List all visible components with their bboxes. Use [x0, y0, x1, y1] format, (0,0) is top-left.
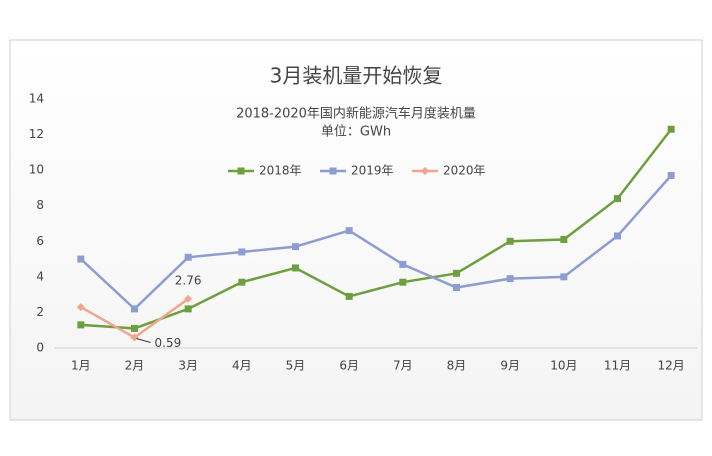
point [506, 275, 514, 283]
x-tick-label: 1月 [71, 359, 91, 373]
chart-frame [9, 39, 703, 421]
label-leader [136, 338, 151, 343]
x-tick-label: 9月 [500, 359, 520, 373]
point [506, 237, 514, 245]
point [184, 305, 192, 313]
point [345, 227, 353, 235]
point [614, 195, 621, 203]
y-tick-label: 4 [36, 269, 44, 283]
x-tick-label: 10月 [550, 359, 577, 373]
point [76, 303, 85, 312]
series-line [79, 174, 673, 311]
point [667, 171, 675, 179]
x-tick-label: 8月 [447, 359, 467, 373]
y-tick-label: 0 [36, 341, 44, 355]
point [345, 292, 353, 300]
legend-marker [329, 167, 337, 175]
x-tick-label: 7月 [393, 359, 413, 373]
legend-marker [421, 167, 429, 175]
point [399, 278, 407, 286]
legend-marker [237, 167, 245, 175]
y-tick-label: 8 [36, 198, 44, 212]
point [77, 321, 85, 329]
data-label: 0.59 [155, 336, 182, 350]
chart-title: 3月装机量开始恢复 [270, 64, 443, 88]
x-tick-label: 12月 [658, 359, 685, 373]
series-line [80, 128, 673, 330]
point [667, 125, 675, 133]
x-tick-label: 3月 [178, 359, 198, 373]
x-tick-label: 5月 [286, 359, 306, 373]
chart-subtitle: 2018-2020年国内新能源汽车月度装机量 [236, 106, 476, 122]
point [238, 248, 246, 256]
point [560, 273, 568, 281]
point [77, 255, 85, 263]
point [130, 333, 139, 342]
y-tick-label: 2 [36, 305, 44, 319]
point [292, 264, 299, 272]
y-tick-label: 6 [36, 234, 44, 248]
unit-label: 单位：GWh [321, 125, 391, 140]
point [184, 253, 192, 261]
x-tick-label: 4月 [232, 359, 252, 373]
legend-label: 2019年 [351, 164, 394, 178]
legend-label: 2020年 [443, 164, 486, 178]
y-tick-label: 14 [29, 92, 44, 106]
y-tick-label: 12 [29, 127, 44, 141]
point [614, 232, 621, 240]
x-tick-label: 11月 [604, 359, 631, 373]
y-tick-label: 10 [29, 163, 44, 177]
x-tick-label: 2月 [125, 359, 145, 373]
point [560, 236, 568, 244]
point [453, 269, 460, 277]
point [453, 284, 460, 292]
x-tick-label: 6月 [339, 359, 359, 373]
point [184, 294, 193, 303]
point [292, 243, 299, 251]
data-label: 2.76 [175, 273, 202, 287]
point [131, 305, 138, 313]
point [131, 324, 138, 332]
legend-label: 2018年 [259, 164, 302, 178]
point [238, 278, 246, 286]
point [399, 260, 407, 268]
